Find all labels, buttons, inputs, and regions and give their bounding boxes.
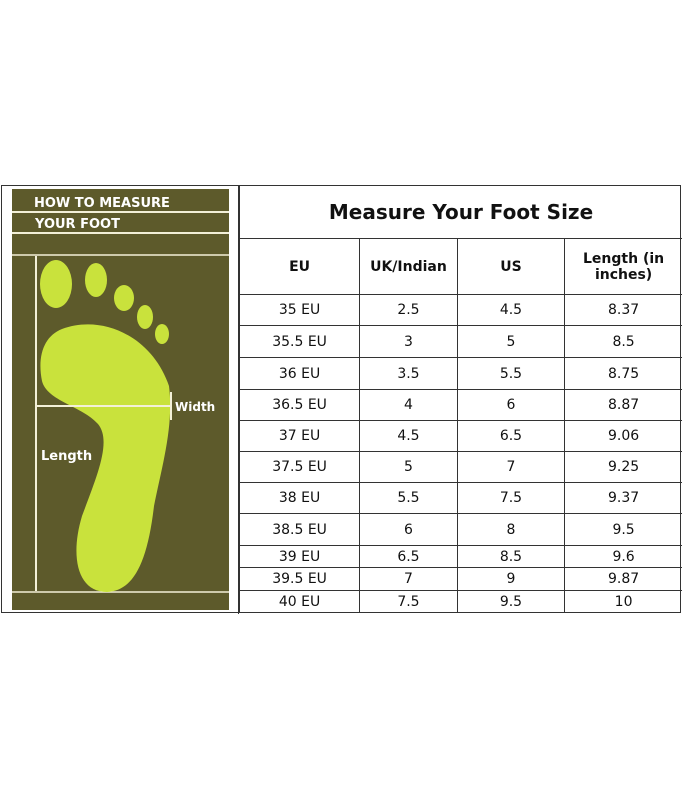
table-cell: 9.87 [564, 567, 682, 591]
table-cell: 37 EU [238, 420, 361, 452]
table-cell: 3.5 [359, 357, 458, 390]
table-row: 35.5 EU 3 5 8.5 [238, 325, 682, 358]
table-cell: 2.5 [359, 294, 458, 326]
table-cell: 4.5 [456, 294, 566, 326]
table-cell: 9.25 [564, 451, 682, 483]
header-length: Length (in inches) [564, 238, 682, 295]
table-row: 40 EU 7.5 9.5 10 [238, 590, 682, 613]
table-cell: 39.5 EU [238, 567, 361, 591]
table-cell: 5.5 [456, 357, 566, 390]
heading-line2: YOUR FOOT [34, 217, 120, 232]
table-row: 38 EU 5.5 7.5 9.37 [238, 482, 682, 514]
table-cell: 5 [359, 451, 458, 483]
length-label: Length [41, 449, 92, 464]
header-row: EU UK/Indian US Length (in inches) [238, 238, 682, 295]
table-row: 36 EU 3.5 5.5 8.75 [238, 357, 682, 390]
table-row: 35 EU 2.5 4.5 8.37 [238, 294, 682, 326]
table-row: 38.5 EU 6 8 9.5 [238, 513, 682, 546]
table-cell: 38.5 EU [238, 513, 361, 546]
table-cell: 7 [456, 451, 566, 483]
header-uk: UK/Indian [359, 238, 458, 295]
table-cell: 37.5 EU [238, 451, 361, 483]
table-cell: 35 EU [238, 294, 361, 326]
table-cell: 6.5 [359, 545, 458, 568]
table-cell: 39 EU [238, 545, 361, 568]
table-cell: 6 [359, 513, 458, 546]
table-row: 39 EU 6.5 8.5 9.6 [238, 545, 682, 568]
table-cell: 4 [359, 389, 458, 421]
table-cell: 6.5 [456, 420, 566, 452]
table-cell: 7.5 [359, 590, 458, 613]
table-cell: 36.5 EU [238, 389, 361, 421]
table-row: 37.5 EU 5 7 9.25 [238, 451, 682, 483]
table-cell: 7 [359, 567, 458, 591]
table-cell: 9.5 [564, 513, 682, 546]
table-cell: 8.5 [564, 325, 682, 358]
header-us: US [456, 238, 566, 295]
table-cell: 5 [456, 325, 566, 358]
table-cell: 8.5 [456, 545, 566, 568]
table-cell: 6 [456, 389, 566, 421]
table-cell: 4.5 [359, 420, 458, 452]
table-cell: 5.5 [359, 482, 458, 514]
table-cell: 9.37 [564, 482, 682, 514]
table-cell: 10 [564, 590, 682, 613]
table-row: 37 EU 4.5 6.5 9.06 [238, 420, 682, 452]
table-cell: 9.5 [456, 590, 566, 613]
foot-icon [40, 260, 171, 592]
table-cell: 35.5 EU [238, 325, 361, 358]
table-cell: 9.6 [564, 545, 682, 568]
header-eu: EU [238, 238, 361, 295]
table-cell: 9 [456, 567, 566, 591]
table-title: Measure Your Foot Size [239, 186, 682, 239]
table-cell: 8.87 [564, 389, 682, 421]
table-row: 39.5 EU 7 9 9.87 [238, 567, 682, 591]
table-cell: 8 [456, 513, 566, 546]
table-cell: 7.5 [456, 482, 566, 514]
table-cell: 3 [359, 325, 458, 358]
table-cell: 38 EU [238, 482, 361, 514]
table-cell: 36 EU [238, 357, 361, 390]
table-cell: 40 EU [238, 590, 361, 613]
table-cell: 9.06 [564, 420, 682, 452]
table-row: 36.5 EU 4 6 8.87 [238, 389, 682, 421]
size-chart: HOW TO MEASURE YOUR FOOT Width Length Me… [1, 185, 682, 614]
table-cell: 8.75 [564, 357, 682, 390]
heading-line1: HOW TO MEASURE [34, 196, 170, 211]
width-label: Width [175, 400, 215, 414]
how-to-measure-panel: HOW TO MEASURE YOUR FOOT Width Length [2, 186, 239, 614]
size-table: Measure Your Foot Size EU UK/Indian US L… [238, 186, 682, 613]
table-cell: 8.37 [564, 294, 682, 326]
